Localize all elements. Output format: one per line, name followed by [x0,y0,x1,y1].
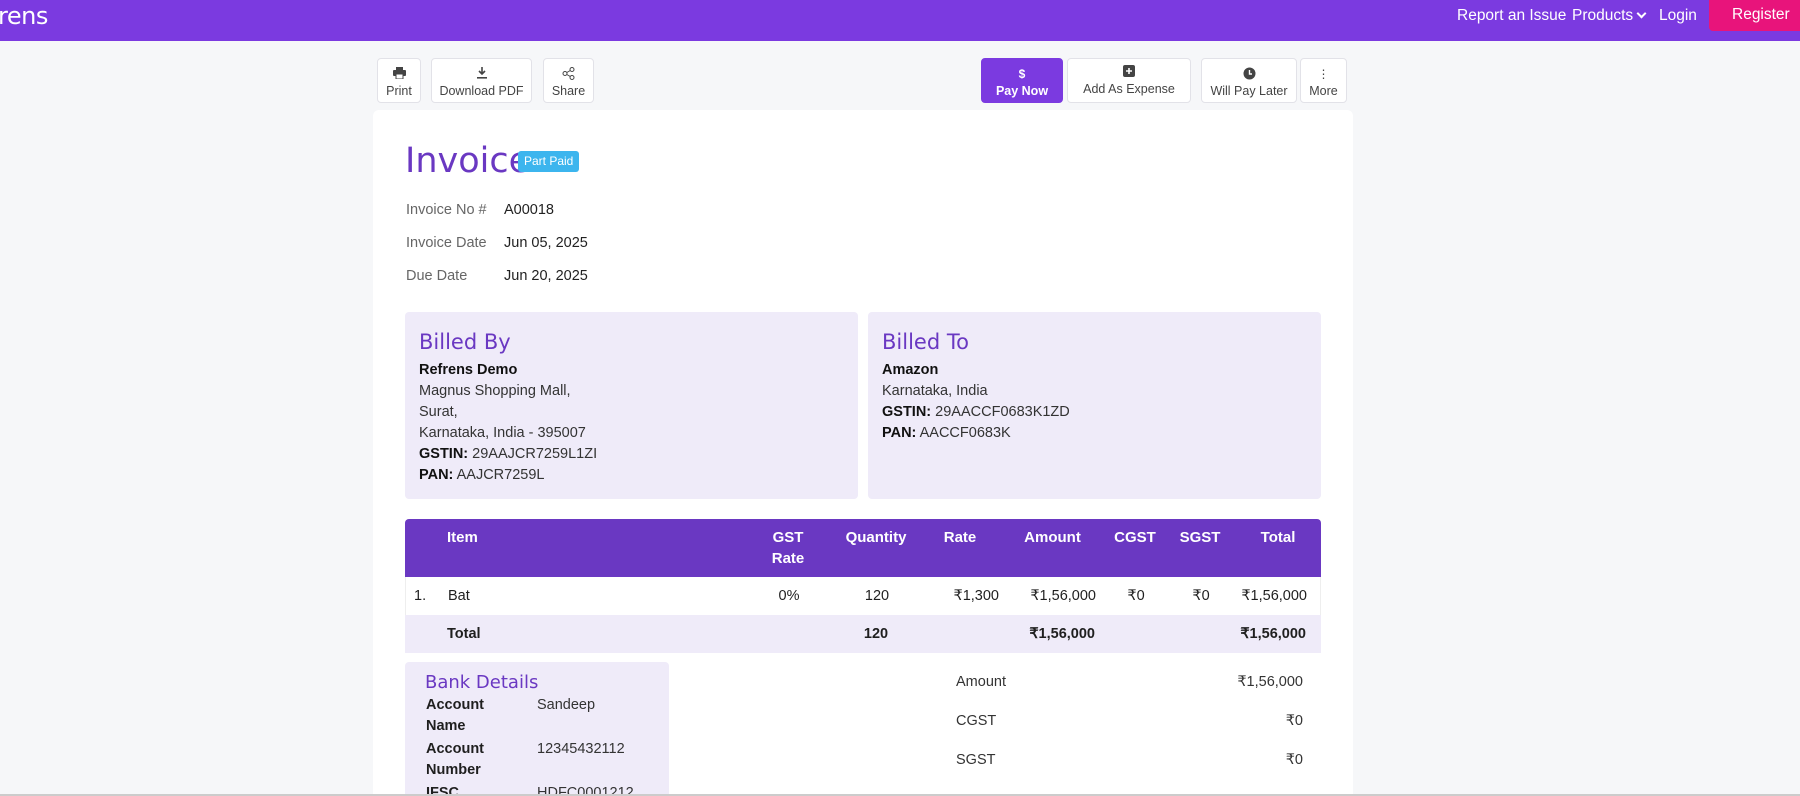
summary-sgst-value: ₹0 [1285,752,1303,768]
row-rate: ₹1,300 [953,588,999,604]
add-as-expense-button[interactable]: Add As Expense [1067,58,1191,103]
download-pdf-button[interactable]: Download PDF [431,58,532,103]
brand-logo[interactable]: rens [0,2,48,30]
ifsc-label: IFSC [426,785,460,796]
account-name-label: Account Name [426,697,484,734]
pay-now-label: Pay Now [995,84,1049,98]
billed-by-gstin: GSTIN: 29AAJCR7259L1ZI [419,446,598,462]
more-vertical-icon: ⋮ [1317,67,1330,81]
pay-now-button[interactable]: $ Pay Now [981,58,1063,103]
row-quantity: 120 [864,588,890,604]
total-total: ₹1,56,000 [1240,626,1306,642]
more-button[interactable]: ⋮ More [1300,58,1347,103]
will-pay-later-label: Will Pay Later [1210,84,1288,98]
total-quantity: 120 [863,626,889,642]
billed-to-panel: Billed To Amazon Karnataka, India GSTIN:… [868,312,1321,499]
billed-to-gstin: GSTIN: 29AACCF0683K1ZD [882,404,1070,420]
more-label: More [1309,84,1338,98]
top-navbar: rens Report an Issue Products Login Regi… [0,0,1800,41]
status-badge: Part Paid [518,151,580,172]
billed-by-panel: Billed By Refrens Demo Magnus Shopping M… [405,312,858,499]
col-item: Item [447,529,478,546]
bank-details-panel: Bank Details Account Name Sandeep Accoun… [405,662,669,796]
billed-by-address-1: Magnus Shopping Mall, [419,383,571,399]
download-icon [432,67,531,81]
download-pdf-label: Download PDF [439,84,524,98]
summary-cgst-value: ₹0 [1285,713,1303,729]
summary-amount-value: ₹1,56,000 [1237,674,1303,690]
col-total: Total [1260,529,1296,546]
clock-icon [1202,67,1296,81]
viewport-bottom-divider [0,794,1800,796]
account-number-label: Account Number [426,741,484,778]
invoice-date-label: Invoice Date [406,235,487,251]
billed-by-heading: Billed By [419,330,511,354]
plus-square-icon [1068,65,1190,79]
share-label: Share [551,84,586,98]
summary-cgst-label: CGST [956,713,997,729]
billed-by-address-3: Karnataka, India - 395007 [419,425,586,441]
billed-by-pan: PAN: AAJCR7259L [419,467,545,483]
col-rate: Rate [943,529,977,546]
row-number: 1. [414,588,427,604]
summary-sgst-label: SGST [956,752,996,768]
report-issue-link[interactable]: Report an Issue [1457,7,1567,24]
items-table-header: Item GST Rate Quantity Rate Amount CGST S… [405,519,1321,577]
col-sgst: SGST [1179,529,1221,546]
account-name-value: Sandeep [537,697,596,713]
col-cgst: CGST [1114,529,1156,546]
invoice-title: Invoice [405,141,531,181]
invoice-no-label: Invoice No # [406,202,487,218]
print-label: Print [386,84,412,98]
row-sgst: ₹0 [1192,588,1210,604]
products-menu[interactable]: Products [1572,7,1647,25]
billed-to-heading: Billed To [882,330,969,354]
row-total: ₹1,56,000 [1241,588,1307,604]
billed-by-address-2: Surat, [419,404,458,420]
total-label: Total [447,626,481,642]
account-number-value: 12345432112 [537,741,625,757]
due-date-label: Due Date [406,268,468,284]
login-link[interactable]: Login [1659,7,1697,24]
table-total-row: Total 120 ₹1,56,000 ₹1,56,000 [405,615,1321,653]
ifsc-value: HDFC0001212 [537,785,634,796]
bank-details-heading: Bank Details [425,672,539,693]
col-quantity: Quantity [845,529,907,546]
due-date-value: Jun 20, 2025 [504,268,588,284]
billed-to-name: Amazon [882,362,939,378]
will-pay-later-button[interactable]: Will Pay Later [1201,58,1297,103]
invoice-date-value: Jun 05, 2025 [504,235,588,251]
row-gst-rate: 0% [778,588,800,604]
summary-amount-label: Amount [956,674,1006,690]
printer-icon [378,67,420,81]
invoice-no-value: A00018 [504,202,554,218]
col-gst-rate: GST Rate [771,529,805,567]
register-button[interactable]: Register [1709,0,1800,31]
print-button[interactable]: Print [377,58,421,103]
billed-to-address-1: Karnataka, India [882,383,988,399]
add-as-expense-label: Add As Expense [1083,82,1175,96]
billed-by-name: Refrens Demo [419,362,518,378]
chevron-down-icon [1636,8,1647,19]
billed-to-pan: PAN: AACCF0683K [882,425,1011,441]
total-amount: ₹1,56,000 [1029,626,1095,642]
row-item: Bat [448,588,470,604]
col-amount: Amount [1024,529,1081,546]
share-button[interactable]: Share [543,58,594,103]
share-icon [544,67,593,81]
table-row: 1. Bat 0% 120 ₹1,300 ₹1,56,000 ₹0 ₹0 ₹1,… [405,577,1321,615]
row-cgst: ₹0 [1127,588,1145,604]
products-label: Products [1572,7,1634,24]
dollar-icon: $ [1018,67,1026,81]
row-amount: ₹1,56,000 [1030,588,1096,604]
